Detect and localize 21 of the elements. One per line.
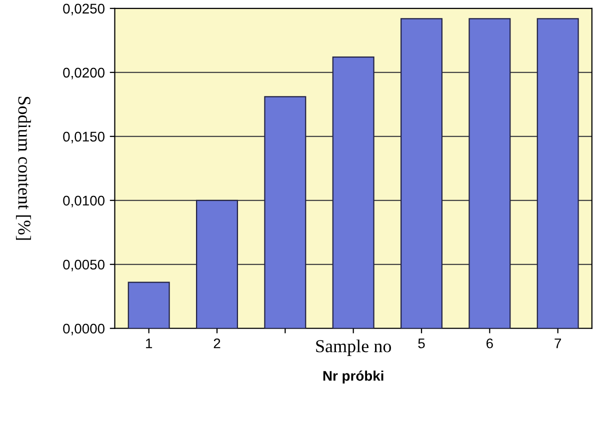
y-tick-label: 0,0200: [63, 68, 104, 80]
y-axis-title: Sodium content [%]: [16, 96, 31, 240]
bar: [128, 282, 170, 328]
y-tick-label: 0,0150: [63, 132, 104, 144]
text: Sample no: [316, 340, 392, 356]
bar: [264, 96, 306, 328]
bar: [332, 56, 374, 328]
y-tick-label: 0,0050: [63, 260, 104, 272]
bar: [400, 18, 443, 328]
bar: [536, 18, 579, 328]
x-tick-label: 7: [554, 338, 561, 348]
y-tick-label: 0,0250: [63, 4, 104, 16]
y-tick-label: 0,0000: [63, 324, 104, 336]
x-tick-label: 6: [486, 338, 493, 348]
x-tick-label: 2: [214, 338, 220, 348]
bar: [468, 18, 511, 328]
y-tick-label: 0,0100: [63, 196, 104, 208]
x-axis-title: Nr próbki: [323, 370, 384, 384]
bar: [196, 200, 238, 328]
x-tick-label: 1: [146, 338, 152, 348]
x-tick-label: 5: [418, 338, 425, 348]
